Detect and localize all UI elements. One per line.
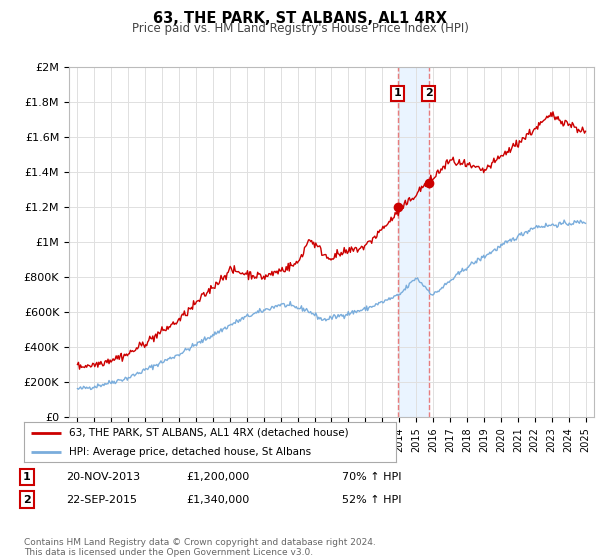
Text: 22-SEP-2015: 22-SEP-2015 [66,494,137,505]
Text: 1: 1 [394,88,401,99]
Text: Contains HM Land Registry data © Crown copyright and database right 2024.
This d: Contains HM Land Registry data © Crown c… [24,538,376,557]
Text: 1: 1 [23,472,31,482]
Text: HPI: Average price, detached house, St Albans: HPI: Average price, detached house, St A… [68,446,311,456]
Text: 20-NOV-2013: 20-NOV-2013 [66,472,140,482]
Text: Price paid vs. HM Land Registry's House Price Index (HPI): Price paid vs. HM Land Registry's House … [131,22,469,35]
Text: 63, THE PARK, ST ALBANS, AL1 4RX (detached house): 63, THE PARK, ST ALBANS, AL1 4RX (detach… [68,428,348,438]
Text: 63, THE PARK, ST ALBANS, AL1 4RX: 63, THE PARK, ST ALBANS, AL1 4RX [153,11,447,26]
Text: 2: 2 [425,88,433,99]
Text: £1,340,000: £1,340,000 [186,494,249,505]
Text: £1,200,000: £1,200,000 [186,472,249,482]
Bar [398,67,428,417]
Text: 2: 2 [23,494,31,505]
Text: 70% ↑ HPI: 70% ↑ HPI [342,472,401,482]
Text: 52% ↑ HPI: 52% ↑ HPI [342,494,401,505]
